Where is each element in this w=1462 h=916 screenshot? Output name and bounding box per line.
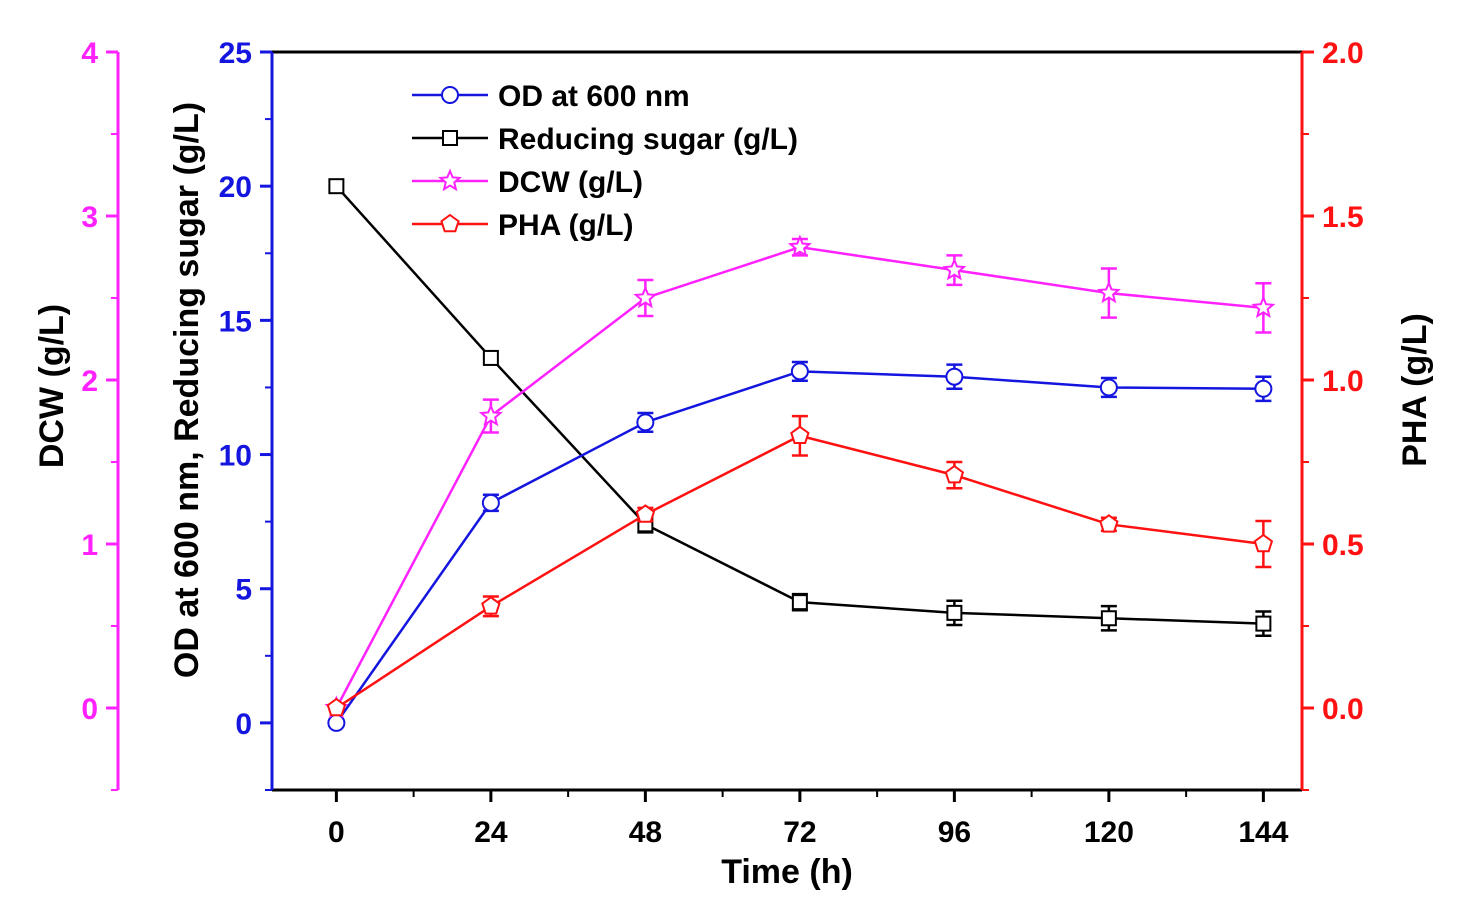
pha-g-l-point (944, 464, 965, 484)
reducing-sugar-g-l-point (328, 178, 345, 195)
od-at-600-nm-point (636, 413, 655, 432)
pha-g-l-point (635, 504, 656, 523)
dcw-g-l-point (478, 403, 503, 427)
plot-frame (272, 50, 1302, 792)
legend-entry-dcw-g-l: DCW (g/L) (412, 166, 643, 199)
series-dcw-g-l (324, 234, 1276, 719)
x-tick-label: 24 (474, 816, 508, 849)
x-tick-label: 48 (629, 816, 662, 849)
od-sugar-axis-title: OD at 600 nm, Reducing sugar (g/L) (168, 102, 206, 678)
od-at-600-nm-point (481, 493, 500, 512)
x-axis-title: Time (h) (721, 853, 853, 891)
pha-tick-label: 1.0 (1322, 365, 1364, 398)
pha-g-l-point (481, 596, 501, 615)
legend: OD at 600 nm Reducing sugar (g/L) DCW (g/L… (412, 80, 798, 242)
od-sugar-tick-label: 20 (219, 171, 252, 204)
pha-tick-label: 0.5 (1322, 529, 1364, 562)
pha-tick-label: 0.0 (1322, 693, 1364, 726)
od-at-600-nm-point (790, 362, 809, 381)
reducing-sugar-g-l-point (791, 594, 808, 611)
dcw-tick-label: 0 (81, 693, 98, 726)
pha-g-l-point (326, 697, 347, 717)
dcw-g-l-point (633, 285, 658, 309)
dcw-g-l-line (335, 245, 1264, 709)
od-sugar-axis: 0 5 10 15 20 25 (219, 37, 274, 791)
od-sugar-tick-label: 10 (219, 440, 252, 473)
x-tick-label: 0 (328, 816, 345, 849)
legend-label: DCW (g/L) (498, 166, 643, 199)
x-tick-label: 96 (938, 816, 971, 849)
legend-marker (438, 168, 462, 192)
legend-marker (442, 130, 458, 146)
dcw-g-l-point (787, 234, 812, 258)
pha-g-l-point (790, 425, 810, 445)
legend-label: PHA (g/L) (498, 209, 634, 242)
od-at-600-nm-point (1254, 379, 1273, 398)
pha-tick-label: 1.5 (1322, 201, 1364, 234)
od-sugar-tick-label: 15 (219, 305, 252, 338)
dcw-tick-label: 1 (81, 529, 98, 562)
dcw-tick-label: 2 (81, 365, 98, 398)
od-at-600-nm-point (327, 713, 346, 732)
pha-g-l-line (335, 434, 1264, 710)
dcw-axis-title: DCW (g/L) (33, 304, 71, 468)
x-tick-label: 144 (1238, 816, 1288, 849)
series-od-at-600-nm (327, 360, 1273, 732)
legend-entry-pha-g-l: PHA (g/L) (412, 209, 634, 242)
dcw-tick-label: 4 (81, 37, 98, 70)
x-tick-label: 72 (783, 816, 816, 849)
reducing-sugar-g-l-point (1255, 615, 1272, 632)
pha-tick-label: 2.0 (1322, 37, 1364, 70)
reducing-sugar-g-l-point (1100, 610, 1117, 627)
pha-g-l-point (1253, 533, 1274, 553)
series-layer (324, 178, 1276, 732)
od-sugar-tick-label: 5 (235, 574, 252, 607)
od-sugar-tick-label: 25 (219, 37, 252, 70)
dcw-g-l-point (942, 257, 967, 281)
od-sugar-tick-label: 0 (235, 708, 252, 741)
dcw-axis: 0 1 2 3 4 (81, 37, 120, 791)
series-reducing-sugar-g-l (328, 178, 1272, 637)
series-pha-g-l (326, 414, 1274, 717)
pha-axis: 0.0 0.5 1.0 1.5 2.0 (1300, 37, 1364, 791)
od-at-600-nm-point (945, 367, 964, 386)
x-tick-label: 120 (1084, 816, 1134, 849)
time-axis: 0 24 48 72 96 120 144 (328, 790, 1289, 849)
reducing-sugar-g-l-point (946, 604, 963, 621)
legend-label: Reducing sugar (g/L) (498, 123, 798, 156)
pha-g-l-point (1099, 514, 1119, 533)
legend-label: OD at 600 nm (498, 80, 690, 113)
legend-entry-reducing-sugar-g-l: Reducing sugar (g/L) (412, 123, 798, 156)
legend-entry-od-at-600-nm: OD at 600 nm (412, 80, 690, 113)
od-at-600-nm-point (1099, 378, 1118, 397)
dcw-g-l-point (1096, 280, 1121, 304)
pha-axis-title: PHA (g/L) (1396, 313, 1434, 467)
legend-marker (441, 86, 459, 104)
dcw-g-l-point (1251, 295, 1276, 319)
dcw-tick-label: 3 (81, 201, 98, 234)
reducing-sugar-g-l-point (482, 349, 499, 366)
legend-marker (440, 213, 460, 233)
